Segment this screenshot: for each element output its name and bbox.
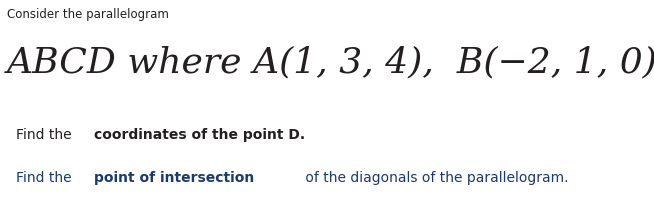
Text: ABCD where A(1, 3, 4),  B(−2, 1, 0),  and C(0, 1, −1: ABCD where A(1, 3, 4), B(−2, 1, 0), and …: [7, 45, 654, 79]
Text: Find the: Find the: [16, 171, 77, 185]
Text: coordinates of the point D.: coordinates of the point D.: [94, 128, 305, 142]
Text: of the diagonals of the parallelogram.: of the diagonals of the parallelogram.: [301, 171, 568, 185]
Text: Find the: Find the: [16, 128, 77, 142]
Text: Consider the parallelogram: Consider the parallelogram: [7, 8, 169, 21]
Text: point of intersection: point of intersection: [94, 171, 254, 185]
